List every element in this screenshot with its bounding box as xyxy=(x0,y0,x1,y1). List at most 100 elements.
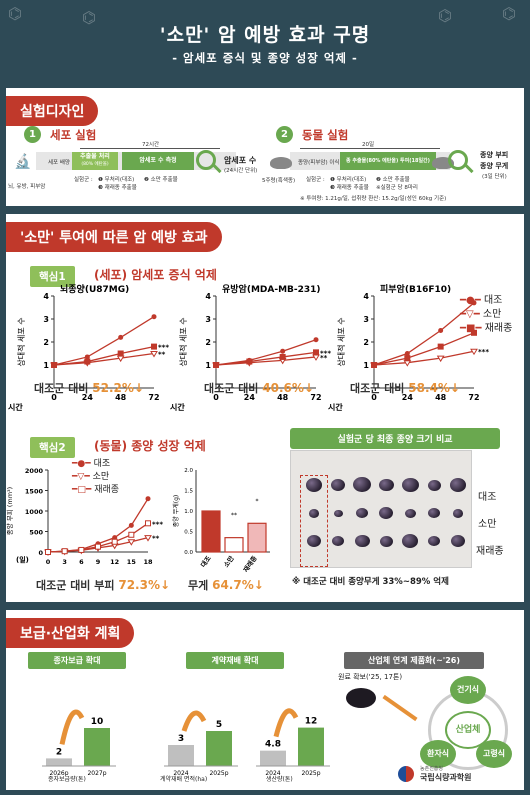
series-line-2 xyxy=(373,332,475,366)
tumor-sample xyxy=(404,508,416,518)
y-tick-label: 2000 xyxy=(25,467,44,475)
microscope-icon: 🔬 xyxy=(14,154,32,170)
significance-mark: *** xyxy=(478,348,489,356)
data-point xyxy=(78,546,85,553)
growth-arrow xyxy=(273,708,299,738)
peanut-icon: ⌬ xyxy=(8,4,22,23)
data-point xyxy=(145,496,151,502)
y-tick-label: 1 xyxy=(43,361,49,370)
y-tick-label: 4 xyxy=(363,292,369,301)
box2b-axis-label: 생산량(톤) xyxy=(266,776,293,783)
x-tick-label: 3 xyxy=(62,558,67,566)
tumor-sample xyxy=(451,535,465,547)
x-tick-label: 24 xyxy=(244,393,256,402)
exp2-group1: ❶ 무처리(대조) xyxy=(330,177,367,183)
exp2-step2: 종 추출물(80% 에탄올) 투여(18일간) xyxy=(340,152,436,170)
bar-value-label: 5 xyxy=(216,720,222,730)
exp2-groups-label: 실험군 : xyxy=(306,177,325,183)
legend-item-control: ━●━ 대조 xyxy=(460,295,503,306)
data-point xyxy=(128,531,135,538)
x-tick-label: 72 xyxy=(310,393,321,402)
tumor-sample xyxy=(331,479,345,491)
y-tick-label: 1500 xyxy=(25,488,44,496)
x-tick-label: 재래종 xyxy=(241,554,259,574)
tumor-sample xyxy=(353,477,371,493)
exp1-group2: ❷ 소만 추출물 xyxy=(144,177,178,183)
data-point xyxy=(118,334,124,340)
tumor-sample xyxy=(428,508,440,519)
plan-bar-charts: 2 2026p 10 2027p 3 2024 5 2025p 4.8 2024 12 2025p xyxy=(42,708,330,777)
x-tick-label: 2026p xyxy=(49,770,68,777)
tumor-sample xyxy=(354,534,370,548)
mouse-icon xyxy=(270,157,292,169)
tumor-sample xyxy=(379,507,393,519)
significance-mark: *** xyxy=(152,520,163,528)
plan-section-title: 보급·산업화 계획 xyxy=(6,618,135,648)
x-tick-label: 24 xyxy=(82,393,94,402)
tumor-sample xyxy=(309,509,319,518)
data-point xyxy=(438,328,444,333)
data-point xyxy=(470,348,478,356)
exp1-result-sub: (24시간 단위) xyxy=(224,168,258,174)
industry-left: 환자식 xyxy=(420,740,456,768)
chart2-reduction-text: 대조군 대비 40.6%↓ xyxy=(204,381,314,395)
data-point xyxy=(471,329,477,336)
legend-item-native: ━■━ 재래종 xyxy=(460,323,513,334)
y-tick-label: 2 xyxy=(205,338,211,347)
x-tick-label: 9 xyxy=(96,558,101,566)
legend-item-soman: ━▽━ 소만 xyxy=(72,472,110,482)
x-tick-label: 24 xyxy=(402,393,414,402)
data-point xyxy=(313,349,319,356)
footer-org: 국립식량과학원 xyxy=(420,773,472,782)
exp2-duration: 20일 xyxy=(362,142,375,148)
tumor-sample xyxy=(427,479,441,491)
x-tick-label: 48 xyxy=(115,393,127,402)
x-tick-label: 소만 xyxy=(221,554,235,569)
data-point xyxy=(150,351,158,358)
data-point xyxy=(111,538,118,545)
x-tick-label: 2027p xyxy=(87,770,106,777)
bar xyxy=(46,758,72,766)
data-point xyxy=(128,522,134,528)
tumor-sample xyxy=(306,478,322,492)
significance-mark: ** xyxy=(231,512,237,519)
x-tick-label: 0 xyxy=(51,393,57,402)
series-line-1 xyxy=(373,350,475,366)
series-line-2 xyxy=(215,351,317,366)
bar xyxy=(298,727,324,766)
y-tick-label: 4 xyxy=(43,292,49,301)
y-tick-label: 2 xyxy=(43,338,49,347)
exp2-number: 2 xyxy=(276,126,293,143)
industry-right: 고령식 xyxy=(476,740,512,768)
data-point xyxy=(144,535,152,542)
data-point xyxy=(145,520,151,527)
core2-text: (동물) 종양 성장 억제 xyxy=(94,439,206,453)
chart-title: 유방암(MDA-MB-231) xyxy=(222,283,321,295)
y-tick-label: 0.5 xyxy=(184,530,193,536)
x-tick-label: 72 xyxy=(468,393,479,402)
x-tick-label: 15 xyxy=(127,558,137,566)
core1-text: (세포) 암세포 증식 억제 xyxy=(94,268,217,282)
box2-title: 계약재배 확대 xyxy=(186,652,284,669)
magnifier-icon xyxy=(448,150,468,170)
tumor-sample xyxy=(379,535,393,547)
y-tick-label: 1000 xyxy=(25,508,44,516)
bar xyxy=(84,728,110,766)
tumor-photo-title: 실험군 당 최종 종양 크기 비교 xyxy=(290,428,500,449)
exp1-step1: 세포 배양 xyxy=(48,160,70,166)
exp1-step2-box: 추출물 처리 (80% 에탄올) xyxy=(72,152,118,170)
x-tick-label: 대조 xyxy=(198,554,212,569)
y-tick-label: 1.0 xyxy=(184,509,193,515)
box2a-axis-label: 계약재배 면적(ha) xyxy=(160,776,208,783)
volume-reduction-text: 대조군 대비 부피 72.3%↓ xyxy=(36,578,171,592)
tumor-sample xyxy=(332,536,344,547)
cell-legend: ━●━ 대조 ━▽━ 소만 ━■━ 재래종 xyxy=(460,294,512,336)
control-highlight xyxy=(300,475,328,567)
bar-value-label: 12 xyxy=(305,717,318,727)
y-tick-label: 500 xyxy=(29,529,43,537)
x-tick-label: 2025p xyxy=(301,770,320,777)
legend-item-soman: ━▽━ 소만 xyxy=(460,309,502,320)
x-tick-label: 0 xyxy=(46,558,51,566)
y-axis-title: 상대적 세포 수 xyxy=(178,317,188,366)
